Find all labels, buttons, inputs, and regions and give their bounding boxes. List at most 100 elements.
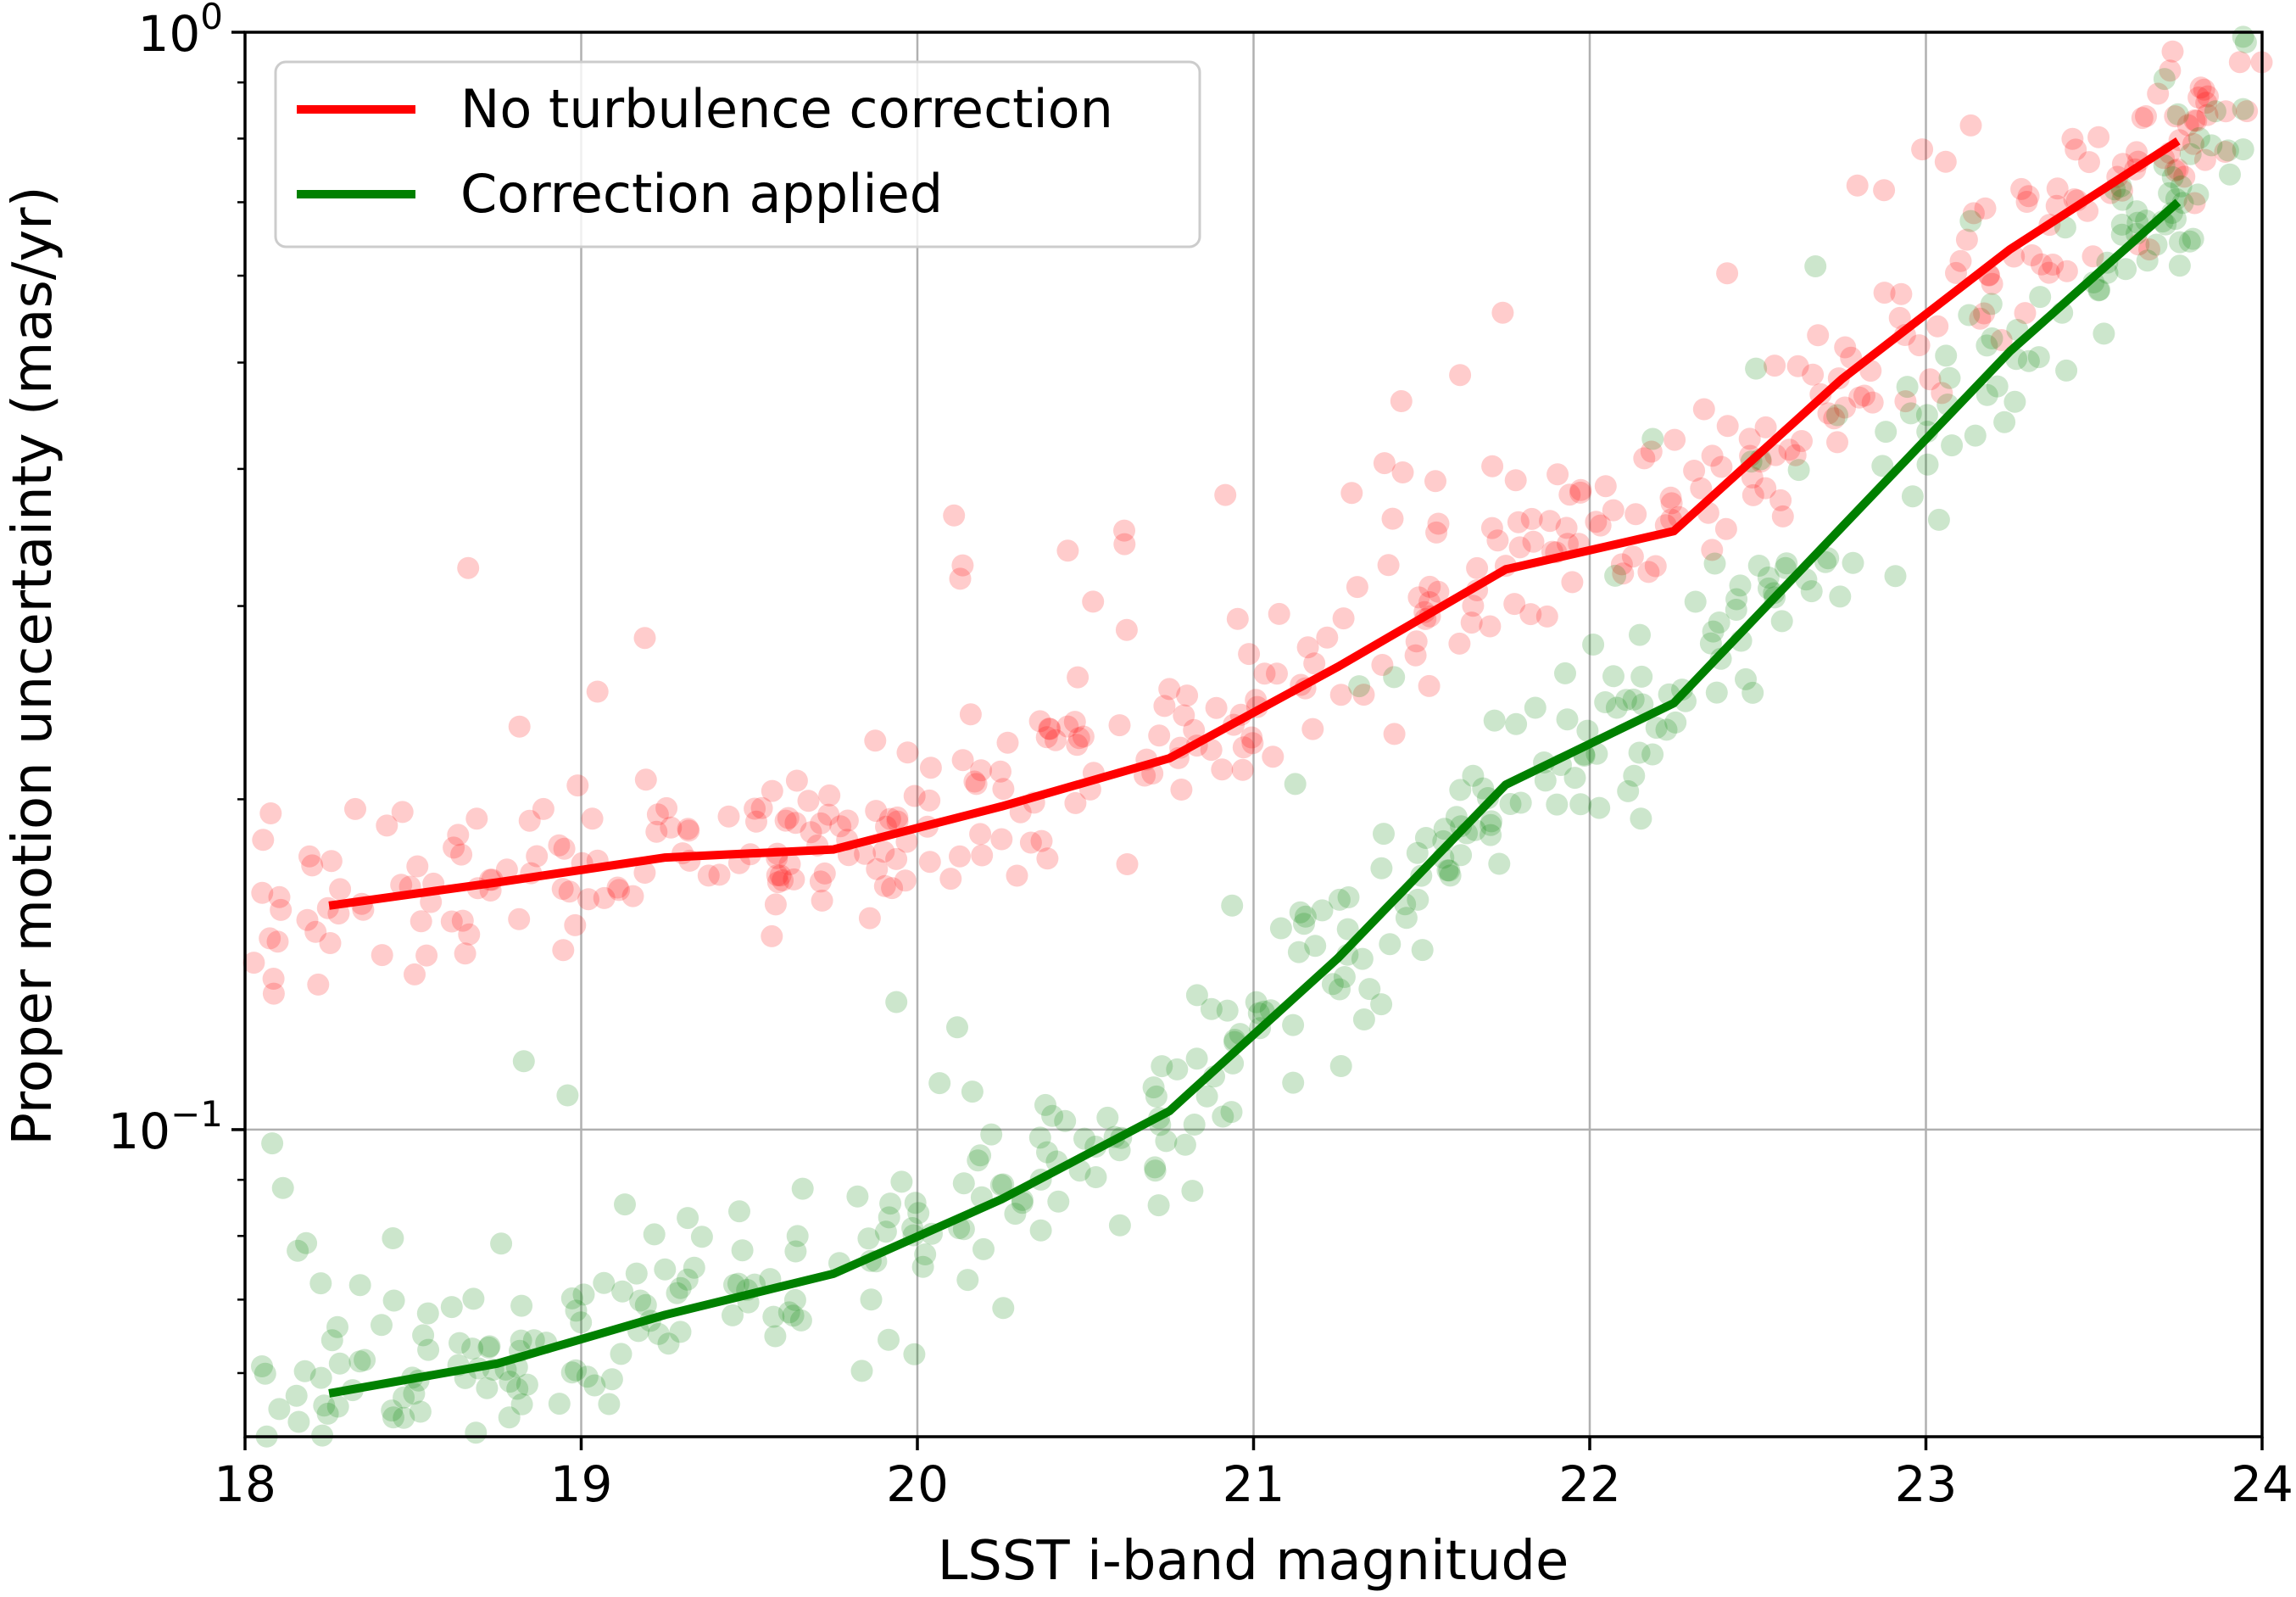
scatter-point-correction-applied xyxy=(1395,907,1418,930)
scatter-point-correction-applied xyxy=(2027,346,2050,369)
scatter-point-correction-applied xyxy=(382,1227,404,1249)
scatter-point-correction-applied xyxy=(1284,773,1307,796)
scatter-point-no-correction xyxy=(1301,718,1324,740)
scatter-point-correction-applied xyxy=(548,1393,571,1416)
scatter-point-correction-applied xyxy=(1445,806,1468,829)
scatter-point-no-correction xyxy=(633,862,656,884)
scatter-point-correction-applied xyxy=(1631,693,1654,716)
scatter-point-no-correction xyxy=(2010,177,2033,200)
scatter-point-no-correction xyxy=(1391,461,1414,483)
scatter-point-no-correction xyxy=(2161,40,2184,63)
scatter-point-correction-applied xyxy=(2169,231,2191,254)
scatter-point-correction-applied xyxy=(914,1243,937,1265)
scatter-point-no-correction xyxy=(1823,407,1846,430)
scatter-point-no-correction xyxy=(1981,272,2003,295)
scatter-point-no-correction xyxy=(1602,499,1624,522)
scatter-point-correction-applied xyxy=(1875,421,1898,444)
scatter-point-correction-applied xyxy=(271,1176,294,1199)
scatter-point-correction-applied xyxy=(777,1301,800,1324)
scatter-point-no-correction xyxy=(1990,329,2013,351)
scatter-point-correction-applied xyxy=(1142,1076,1165,1099)
scatter-point-no-correction xyxy=(989,760,1011,783)
scatter-point-no-correction xyxy=(608,879,631,902)
scatter-point-correction-applied xyxy=(348,1274,371,1297)
scatter-point-correction-applied xyxy=(952,1218,975,1241)
scatter-point-correction-applied xyxy=(572,1283,595,1306)
scatter-point-no-correction xyxy=(1539,510,1561,533)
scatter-point-no-correction xyxy=(301,854,324,877)
scatter-point-no-correction xyxy=(1035,726,1058,749)
scatter-point-no-correction xyxy=(829,815,852,838)
scatter-point-no-correction xyxy=(963,770,986,793)
scatter-point-no-correction xyxy=(2193,78,2215,101)
scatter-point-correction-applied xyxy=(409,1400,432,1423)
legend-label-no-correction: No turbulence correction xyxy=(460,78,1113,140)
scatter-point-no-correction xyxy=(959,703,982,726)
scatter-point-no-correction xyxy=(1771,505,1794,528)
scatter-point-correction-applied xyxy=(786,1225,809,1248)
scatter-point-no-correction xyxy=(242,952,265,974)
legend-label-correction-applied: Correction applied xyxy=(460,163,943,225)
scatter-point-no-correction xyxy=(2135,105,2157,127)
scatter-point-correction-applied xyxy=(1041,1104,1064,1127)
scatter-point-correction-applied xyxy=(647,1322,670,1345)
scatter-point-no-correction xyxy=(2078,151,2100,174)
scatter-point-no-correction xyxy=(415,944,438,967)
legend-box xyxy=(274,60,1201,248)
scatter-point-correction-applied xyxy=(1304,935,1327,958)
scatter-point-no-correction xyxy=(881,877,904,900)
scatter-point-no-correction xyxy=(2042,254,2065,276)
scatter-point-no-correction xyxy=(894,869,917,892)
scatter-point-no-correction xyxy=(621,885,644,907)
scatter-point-no-correction xyxy=(1535,605,1558,628)
scatter-point-no-correction xyxy=(1834,336,1857,359)
scatter-point-no-correction xyxy=(1377,554,1400,577)
scatter-point-no-correction xyxy=(1959,114,1982,137)
scatter-point-correction-applied xyxy=(1144,1156,1167,1179)
scatter-point-correction-applied xyxy=(1964,424,1987,447)
scatter-point-correction-applied xyxy=(1614,689,1637,712)
scatter-point-no-correction xyxy=(2087,126,2110,148)
scatter-point-no-correction xyxy=(1692,398,1715,421)
scatter-point-no-correction xyxy=(1231,758,1254,781)
scatter-point-correction-applied xyxy=(907,1202,930,1225)
scatter-point-correction-applied xyxy=(2158,181,2181,204)
scatter-point-no-correction xyxy=(2030,253,2053,276)
scatter-point-no-correction xyxy=(551,878,574,901)
scatter-point-no-correction xyxy=(1019,831,1042,854)
scatter-point-correction-applied xyxy=(1959,209,1982,232)
scatter-point-correction-applied xyxy=(381,1399,404,1422)
scatter-point-correction-applied xyxy=(610,1343,633,1365)
scatter-point-no-correction xyxy=(2215,100,2237,123)
scatter-point-correction-applied xyxy=(967,1149,989,1172)
scatter-point-correction-applied xyxy=(1004,1203,1027,1226)
scatter-point-correction-applied xyxy=(254,1362,276,1385)
scatter-point-correction-applied xyxy=(1054,1109,1077,1132)
x-tick-label: 20 xyxy=(886,1455,949,1513)
y-tick-label: 100 xyxy=(137,0,223,63)
scatter-point-no-correction xyxy=(766,864,789,886)
scatter-point-no-correction xyxy=(1480,517,1503,539)
scatter-point-correction-applied xyxy=(1407,888,1429,911)
scatter-point-correction-applied xyxy=(461,1337,484,1360)
scatter-point-correction-applied xyxy=(1462,764,1485,787)
scatter-point-correction-applied xyxy=(2232,98,2254,120)
scatter-point-no-correction xyxy=(586,680,609,703)
scatter-point-correction-applied xyxy=(874,1220,897,1243)
scatter-point-correction-applied xyxy=(1358,978,1381,1001)
scatter-point-correction-applied xyxy=(1221,894,1244,917)
scatter-point-no-correction xyxy=(772,869,794,891)
scatter-point-no-correction xyxy=(1466,556,1489,579)
scatter-point-correction-applied xyxy=(1582,634,1605,656)
scatter-point-correction-applied xyxy=(2219,163,2241,186)
scatter-point-correction-applied xyxy=(992,1297,1015,1320)
scatter-point-correction-applied xyxy=(1166,1058,1189,1080)
scatter-point-correction-applied xyxy=(1745,357,1768,380)
scatter-point-correction-applied xyxy=(972,1237,995,1260)
scatter-point-correction-applied xyxy=(316,1402,339,1425)
scatter-point-no-correction xyxy=(457,556,480,579)
scatter-point-correction-applied xyxy=(512,1050,535,1073)
scatter-point-correction-applied xyxy=(476,1376,499,1399)
scatter-point-no-correction xyxy=(1205,696,1228,719)
scatter-point-correction-applied xyxy=(1406,841,1429,864)
